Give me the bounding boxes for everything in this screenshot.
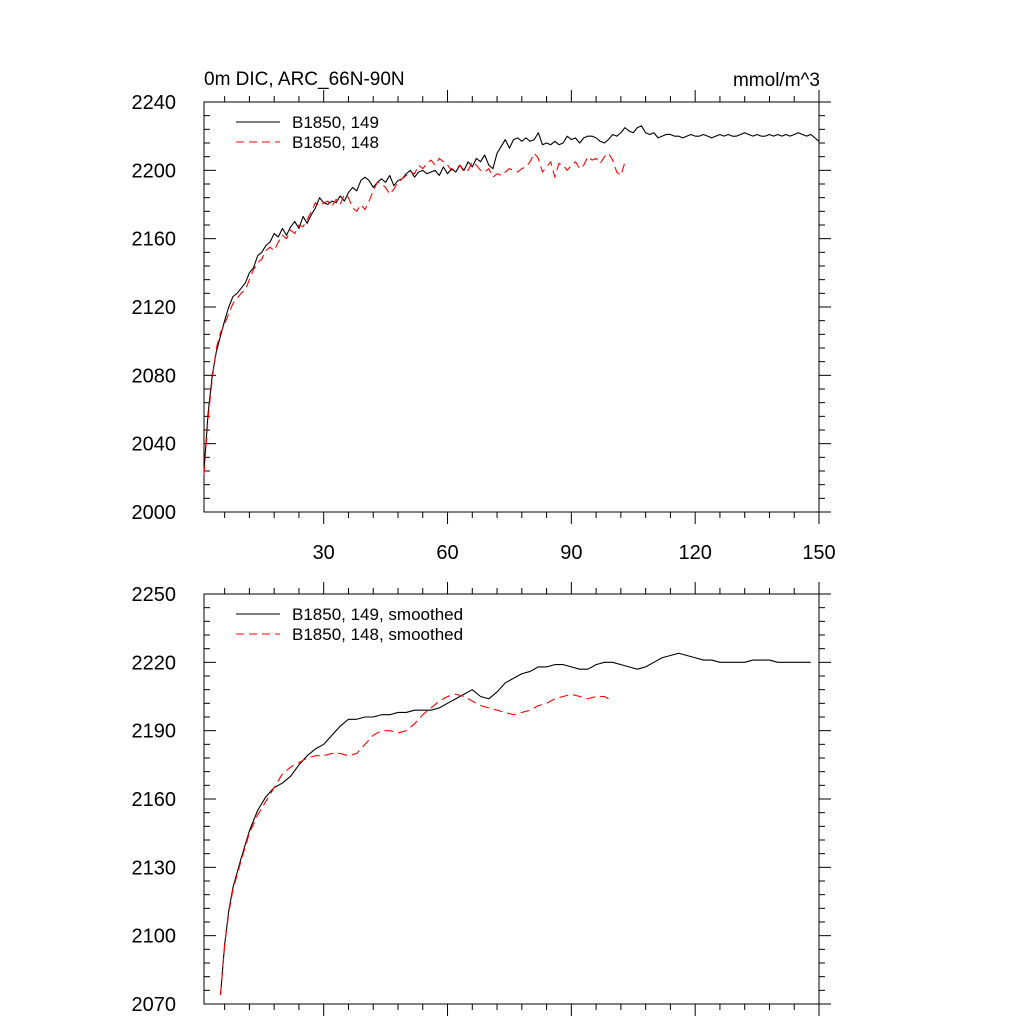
x-tick-label: 90 <box>560 542 582 564</box>
y-tick-label: 2000 <box>132 502 177 524</box>
series-line-148 <box>203 152 626 475</box>
legend-label-smoothed-148: B1850, 148, smoothed <box>292 625 463 644</box>
legend-label-smoothed-149: B1850, 149, smoothed <box>292 605 463 624</box>
x-tick-label: 120 <box>678 542 711 564</box>
plot-frame-bottom <box>203 593 820 1005</box>
y-tick-label: 2130 <box>132 857 177 879</box>
series-line-148 <box>219 693 609 995</box>
y-tick-label: 2070 <box>132 994 177 1016</box>
y-tick-label: 2220 <box>132 652 177 674</box>
y-tick-label: 2240 <box>132 92 177 114</box>
legend-top: B1850, 149 B1850, 148 <box>236 113 379 152</box>
x-tick-label: 150 <box>802 542 835 564</box>
chart-title: 0m DIC, ARC_66N-90N <box>204 69 405 90</box>
series-lines-bottom <box>219 652 811 995</box>
series-line-149 <box>219 652 811 995</box>
tick-marks-bottom <box>204 582 831 1016</box>
top-panel: 0m DIC, ARC_66N-90N mmol/m^3 2000 2040 208… <box>132 69 836 564</box>
y-tick-label: 2080 <box>132 365 177 387</box>
legend-bottom: B1850, 149, smoothed B1850, 148, smoothe… <box>236 605 463 644</box>
y-tick-label: 2160 <box>132 229 177 251</box>
y-tick-label: 2160 <box>132 789 177 811</box>
plot-frame-top <box>203 101 820 513</box>
y-tick-label: 2040 <box>132 434 177 456</box>
legend-label-series-149: B1850, 149 <box>292 113 379 132</box>
y-tick-label: 2100 <box>132 926 177 948</box>
series-line-149 <box>203 125 820 472</box>
y-tick-label: 2200 <box>132 160 177 182</box>
legend-label-series-148: B1850, 148 <box>292 133 379 152</box>
y-tick-label: 2120 <box>132 297 177 319</box>
series-lines-top <box>203 125 820 475</box>
y-tick-label: 2250 <box>132 584 177 606</box>
x-tick-label: 60 <box>436 542 458 564</box>
tick-labels-bottom: 2070 2100 2130 2160 2190 2220 2250 <box>132 584 177 1016</box>
tick-marks-top <box>204 90 831 524</box>
bottom-panel: 2070 2100 2130 2160 2190 2220 2250 B1850, 149,… <box>132 582 831 1016</box>
tick-labels-top: 2000 2040 2080 2120 2160 2200 2240 30 60 90 120 150 <box>132 92 836 564</box>
y-tick-label: 2190 <box>132 721 177 743</box>
x-tick-label: 30 <box>313 542 335 564</box>
units-label: mmol/m^3 <box>733 70 820 91</box>
